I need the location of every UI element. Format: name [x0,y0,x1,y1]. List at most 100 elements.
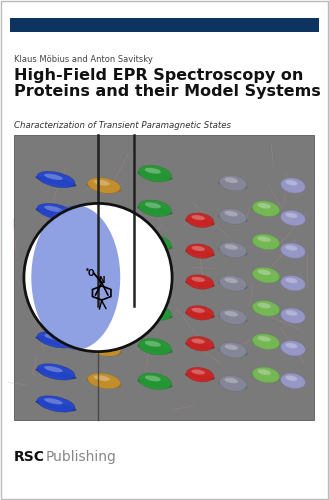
Ellipse shape [145,272,161,278]
Bar [14,135,314,420]
Ellipse shape [219,342,247,358]
Ellipse shape [281,210,305,226]
Ellipse shape [258,303,271,308]
Ellipse shape [37,396,75,412]
Text: RSC: RSC [14,450,45,464]
Ellipse shape [185,372,215,380]
Ellipse shape [185,311,215,318]
Ellipse shape [137,240,173,250]
Ellipse shape [36,208,77,219]
Ellipse shape [186,306,214,320]
Text: O: O [87,269,94,278]
Ellipse shape [224,378,238,384]
Ellipse shape [251,206,281,215]
Ellipse shape [36,272,77,283]
Ellipse shape [252,268,280,283]
Ellipse shape [36,400,77,411]
Ellipse shape [281,243,305,258]
Ellipse shape [44,398,63,404]
Ellipse shape [37,364,75,380]
Ellipse shape [37,332,75,348]
Ellipse shape [191,370,205,374]
Ellipse shape [44,366,63,372]
Ellipse shape [86,378,122,388]
Ellipse shape [139,166,171,182]
Ellipse shape [280,216,306,224]
Text: Publishing: Publishing [46,450,117,464]
Ellipse shape [88,340,120,356]
Ellipse shape [285,376,297,381]
Ellipse shape [86,280,122,289]
Ellipse shape [145,202,161,208]
Ellipse shape [251,372,281,381]
Ellipse shape [219,376,247,391]
Ellipse shape [258,236,271,242]
Ellipse shape [191,338,205,344]
Text: Characterization of Transient Paramagnetic States: Characterization of Transient Paramagnet… [14,121,231,130]
Ellipse shape [281,276,305,291]
Ellipse shape [37,300,75,316]
Ellipse shape [252,201,280,216]
Ellipse shape [37,236,75,252]
Ellipse shape [137,310,173,319]
Text: High-Field EPR Spectroscopy on
Proteins and their Model Systems: High-Field EPR Spectroscopy on Proteins … [14,68,321,99]
Ellipse shape [145,306,161,312]
Ellipse shape [251,240,281,248]
Ellipse shape [88,373,120,389]
Ellipse shape [258,336,271,342]
Ellipse shape [86,216,122,224]
Ellipse shape [224,211,238,216]
Ellipse shape [280,346,306,354]
Ellipse shape [145,237,161,243]
Ellipse shape [44,270,63,276]
Ellipse shape [88,210,120,226]
Ellipse shape [219,276,247,291]
Ellipse shape [251,339,281,348]
Ellipse shape [94,310,110,316]
Ellipse shape [285,180,297,186]
Ellipse shape [252,334,280,349]
Ellipse shape [186,368,214,382]
Ellipse shape [86,182,122,192]
Ellipse shape [137,206,173,215]
Ellipse shape [186,244,214,258]
Ellipse shape [36,304,77,315]
Ellipse shape [185,249,215,256]
Ellipse shape [137,171,173,180]
Ellipse shape [36,176,77,187]
Ellipse shape [281,340,305,356]
Ellipse shape [281,178,305,193]
Ellipse shape [186,336,214,351]
Ellipse shape [36,336,77,347]
Ellipse shape [86,346,122,355]
Ellipse shape [44,334,63,340]
Ellipse shape [285,212,297,218]
Ellipse shape [88,308,120,324]
Ellipse shape [191,215,205,220]
Ellipse shape [185,342,215,349]
Ellipse shape [224,344,238,350]
Ellipse shape [280,378,306,387]
Ellipse shape [139,373,171,390]
Ellipse shape [219,175,247,191]
Ellipse shape [37,268,75,284]
Ellipse shape [218,214,248,222]
Ellipse shape [218,248,248,256]
Ellipse shape [44,174,63,180]
Ellipse shape [224,278,238,283]
Ellipse shape [94,180,110,186]
Ellipse shape [44,302,63,308]
Ellipse shape [280,248,306,256]
Ellipse shape [185,280,215,287]
Ellipse shape [94,376,110,381]
Ellipse shape [224,178,238,183]
Ellipse shape [94,212,110,218]
Ellipse shape [191,308,205,313]
Ellipse shape [219,308,247,324]
Ellipse shape [145,376,161,382]
Ellipse shape [36,240,77,251]
Ellipse shape [218,381,248,390]
Ellipse shape [191,246,205,251]
Ellipse shape [285,245,297,250]
Circle shape [24,204,172,352]
